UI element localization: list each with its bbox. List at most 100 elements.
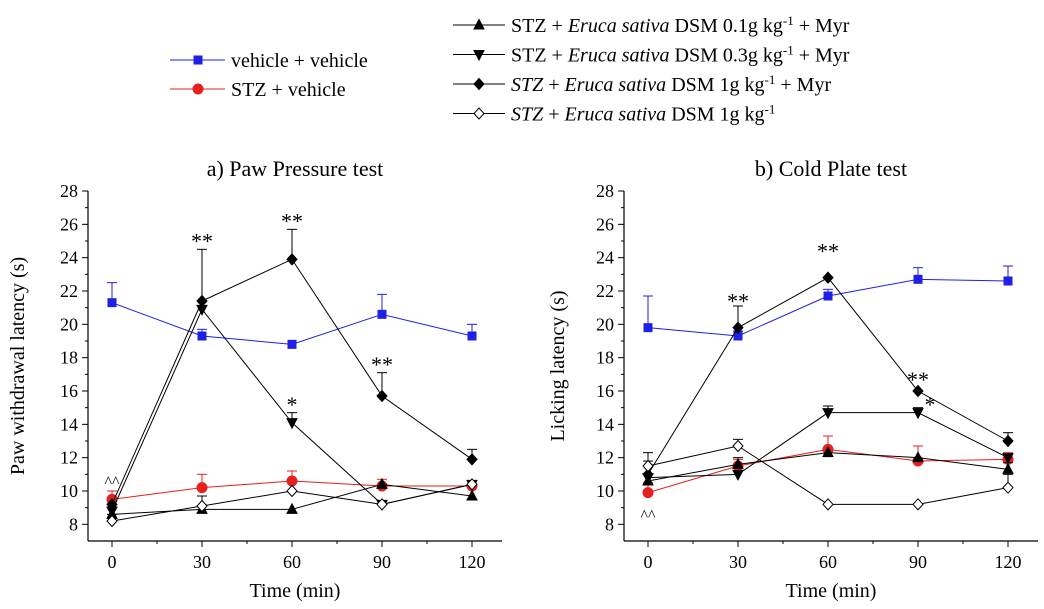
legend-marker xyxy=(473,50,485,62)
x-axis-label: Time (min) xyxy=(250,580,341,602)
x-tick-label: 0 xyxy=(644,552,653,572)
y-tick-label: 8 xyxy=(69,514,78,534)
legend-label: STZ + Eruca sativa DSM 1g kg-1 xyxy=(511,101,775,126)
x-tick-label: 90 xyxy=(909,552,927,572)
legend-label: STZ + Eruca sativa DSM 0.3g kg-1 + Myr xyxy=(511,42,850,67)
data-point xyxy=(912,408,924,420)
data-point xyxy=(106,498,118,511)
significance-label: ** xyxy=(191,229,213,254)
x-tick-label: 90 xyxy=(373,552,391,572)
data-point xyxy=(196,482,208,494)
legend-marker xyxy=(473,107,485,120)
data-point xyxy=(822,271,834,284)
data-point xyxy=(732,469,744,481)
series-dsm01_myr xyxy=(642,446,1014,486)
data-point xyxy=(732,321,744,334)
data-point xyxy=(912,498,924,511)
data-point xyxy=(732,457,744,469)
data-point xyxy=(913,274,923,284)
y-axis-label: Paw withdrawal latency (s) xyxy=(7,257,29,475)
legend-marker xyxy=(473,18,485,30)
data-point xyxy=(643,323,653,333)
series-line xyxy=(111,258,473,505)
significance-label: ** xyxy=(907,367,929,392)
series-vehicle_vehicle xyxy=(107,282,477,349)
panel-b: b) Cold Plate test 8 10 12 14 16 18 20 22 24 26 28 0… xyxy=(547,156,1038,602)
x-tick-label: 30 xyxy=(729,552,747,572)
significance-label: * xyxy=(287,392,298,417)
y-tick-label: 18 xyxy=(60,348,78,368)
series-line xyxy=(647,278,1009,337)
data-point xyxy=(197,331,207,341)
data-point xyxy=(1002,462,1014,474)
significance-label: * xyxy=(925,392,936,417)
y-tick-label: 20 xyxy=(60,314,78,334)
y-tick-label: 28 xyxy=(596,181,614,201)
data-point xyxy=(1002,481,1014,494)
legend-item-vehicle_vehicle: vehicle + vehicle xyxy=(170,50,368,72)
y-tick-label: 28 xyxy=(60,181,78,201)
series-vehicle_vehicle xyxy=(643,265,1013,341)
data-point xyxy=(376,477,388,489)
legend-label: STZ + Eruca sativa DSM 0.1g kg-1 + Myr xyxy=(511,13,850,38)
y-tick-label: 12 xyxy=(60,448,78,468)
series-stz_vehicle xyxy=(642,435,1014,499)
legend-label: STZ + Eruca sativa DSM 1g kg-1 + Myr xyxy=(511,72,831,97)
data-point xyxy=(822,446,834,458)
series-line xyxy=(111,302,473,345)
legend-item-stz_vehicle: STZ + vehicle xyxy=(170,79,346,101)
data-point xyxy=(286,484,298,498)
data-point xyxy=(732,439,744,453)
data-point xyxy=(822,408,834,420)
x-tick-label: 120 xyxy=(459,552,486,572)
data-point xyxy=(466,489,478,501)
data-point xyxy=(107,298,117,308)
legend-item-dsm1: STZ + Eruca sativa DSM 1g kg-1 xyxy=(453,101,775,126)
x-tick-label: 120 xyxy=(995,552,1022,572)
y-tick-label: 8 xyxy=(605,514,614,534)
legend-item-dsm03_myr: STZ + Eruca sativa DSM 0.3g kg-1 + Myr xyxy=(453,42,850,67)
series-dsm1_myr xyxy=(106,228,478,511)
data-point xyxy=(467,331,477,341)
legend-item-dsm1_myr: STZ + Eruca sativa DSM 1g kg-1 + Myr xyxy=(453,72,831,97)
y-tick-label: 20 xyxy=(596,314,614,334)
significance-label: ** xyxy=(727,289,749,314)
y-tick-label: 18 xyxy=(596,348,614,368)
legend-marker xyxy=(193,55,203,65)
y-tick-label: 26 xyxy=(60,214,78,234)
y-tick-label: 22 xyxy=(596,281,614,301)
x-tick-label: 60 xyxy=(819,552,837,572)
data-point xyxy=(823,291,833,301)
data-point xyxy=(106,514,118,528)
significance-label: ** xyxy=(817,239,839,264)
x-tick-label: 0 xyxy=(108,552,117,572)
significance-label: ^^ xyxy=(640,507,656,524)
y-tick-label: 10 xyxy=(596,481,614,501)
data-point xyxy=(642,468,654,481)
y-tick-label: 16 xyxy=(60,381,78,401)
y-axis-label: Licking latency (s) xyxy=(547,290,569,441)
data-point xyxy=(466,478,478,491)
data-point xyxy=(912,451,924,463)
data-point xyxy=(642,487,654,499)
series-dsm1 xyxy=(106,478,478,528)
data-point xyxy=(912,384,924,398)
data-point xyxy=(822,498,834,511)
significance-label: ^^ xyxy=(104,474,120,491)
y-tick-label: 24 xyxy=(60,248,78,268)
legend-item-dsm01_myr: STZ + Eruca sativa DSM 0.1g kg-1 + Myr xyxy=(453,13,850,38)
data-point xyxy=(1003,276,1013,286)
y-tick-label: 26 xyxy=(596,214,614,234)
data-point xyxy=(286,475,298,487)
y-tick-label: 24 xyxy=(596,248,614,268)
data-point xyxy=(376,498,388,511)
legend: vehicle + vehicle STZ + vehicle STZ + Eruc… xyxy=(170,13,850,126)
data-point xyxy=(642,459,654,473)
data-point xyxy=(286,502,298,514)
x-axis-label: Time (min) xyxy=(786,580,877,602)
significance-label: ** xyxy=(371,352,393,377)
legend-marker xyxy=(473,77,485,91)
series-dsm1 xyxy=(642,438,1014,511)
data-point xyxy=(377,309,387,319)
